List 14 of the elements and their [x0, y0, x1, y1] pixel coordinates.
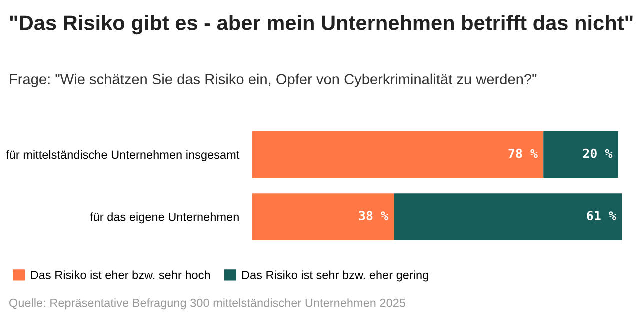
y-tick-label: für das eigene Unternehmen	[90, 212, 239, 224]
bar	[394, 194, 622, 240]
source-note: Quelle: Repräsentative Befragung 300 mittelständischer Unternehmen 2025	[10, 298, 406, 310]
data-label: 61 %	[587, 211, 616, 221]
chart-title: "Das Risiko gibt es - aber mein Unternehmen betrifft das nicht"	[10, 15, 633, 35]
data-label: 78 %	[508, 148, 538, 158]
legend-label: Das Risiko ist sehr bzw. eher gering	[242, 270, 428, 282]
bar	[252, 194, 394, 240]
data-label: 38 %	[359, 211, 388, 221]
data-label: 20 %	[583, 148, 613, 158]
bar	[544, 131, 618, 178]
y-tick-label: für mittelständische Unternehmen insgesamt	[6, 150, 240, 162]
legend-label: Das Risiko ist eher bzw. sehr hoch	[31, 270, 210, 280]
chart-subtitle: Frage: "Wie schätzen Sie das Risiko ein, Opfer von Cyberkriminalität zu werden?"	[10, 74, 537, 88]
